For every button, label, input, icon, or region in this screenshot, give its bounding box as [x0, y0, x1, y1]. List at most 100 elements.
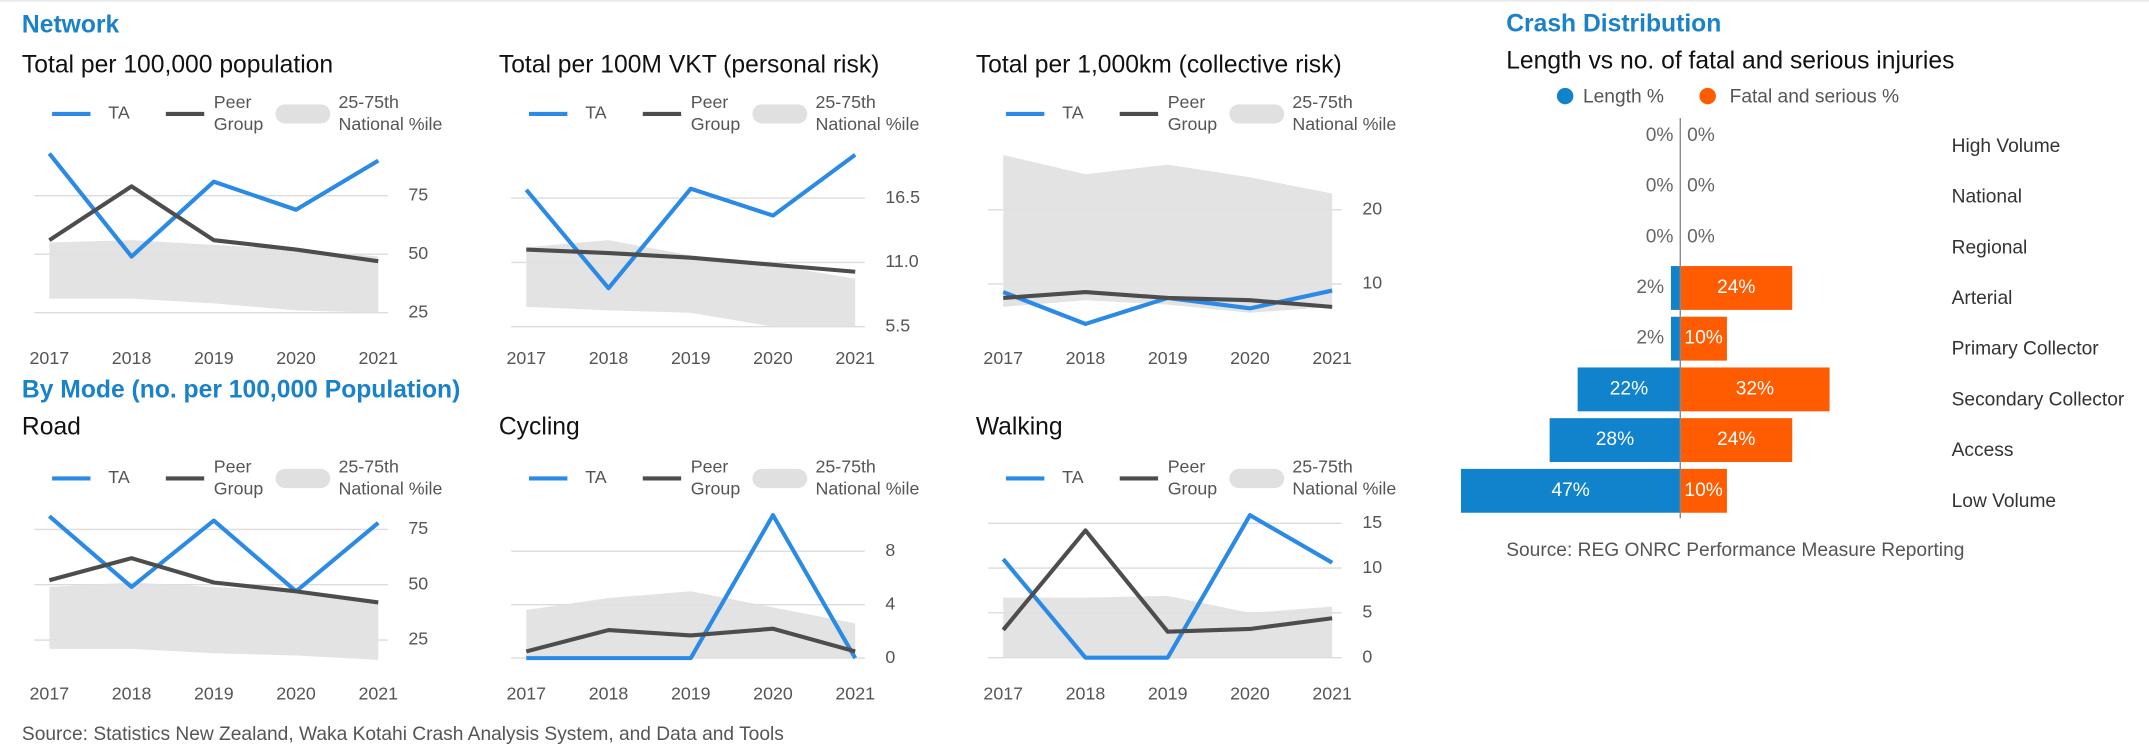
- value-label: 24%: [1717, 277, 1755, 298]
- x-tick-label: 2020: [276, 684, 316, 704]
- series-line: [47, 152, 380, 259]
- x-tick-label: 2021: [1312, 684, 1352, 704]
- y-tick-label: 25: [408, 301, 428, 321]
- chart-title: Cycling: [499, 413, 580, 440]
- legend-label: Peer Group: [1168, 92, 1218, 134]
- value-label: 0%: [1687, 125, 1715, 146]
- category-label: Arterial: [1952, 288, 2013, 309]
- bar: [1670, 266, 1681, 310]
- legend-label: Peer Group: [691, 92, 741, 134]
- x-tick-label: 2021: [835, 684, 875, 704]
- y-tick-label: 25: [408, 629, 428, 649]
- category-label: Access: [1952, 440, 2014, 461]
- x-tick-label: 2021: [1312, 348, 1352, 368]
- legend-swatch: [752, 468, 808, 489]
- x-tick-label: 2021: [358, 684, 398, 704]
- value-label: 2%: [1636, 277, 1664, 298]
- bar: [1549, 418, 1681, 463]
- x-tick-label: 2020: [753, 684, 793, 704]
- chart-title: Total per 100,000 population: [22, 51, 333, 78]
- y-tick-label: 16.5: [885, 187, 920, 207]
- legend-swatch: [275, 104, 331, 124]
- chart-title: Total per 100M VKT (personal risk): [499, 51, 880, 78]
- series-line: [1001, 513, 1334, 660]
- legend-swatch: [1699, 87, 1716, 105]
- value-label: 10%: [1684, 480, 1722, 501]
- section-heading: By Mode (no. per 100,000 Population): [22, 376, 460, 403]
- x-tick-label: 2018: [589, 348, 629, 368]
- category-label: Primary Collector: [1952, 339, 2100, 360]
- value-label: 47%: [1551, 480, 1589, 501]
- value-label: 32%: [1736, 378, 1774, 399]
- bar: [1680, 367, 1830, 412]
- legend-label: TA: [585, 467, 607, 487]
- legend-label: TA: [1062, 467, 1084, 487]
- legend-label: TA: [1062, 103, 1084, 123]
- value-label: 0%: [1687, 176, 1715, 197]
- series-line: [48, 556, 379, 605]
- x-tick-label: 2019: [194, 348, 234, 368]
- series-line: [524, 153, 857, 291]
- y-tick-label: 75: [408, 184, 428, 204]
- legend-label: 25-75th National %ile: [815, 92, 919, 134]
- legend-label: Peer Group: [1168, 456, 1218, 498]
- x-tick-label: 2018: [1066, 348, 1106, 368]
- y-tick-label: 10: [1362, 273, 1382, 293]
- x-tick-label: 2020: [753, 348, 793, 368]
- chart-title: Road: [22, 413, 81, 440]
- value-label: 2%: [1636, 328, 1664, 349]
- legend-label: Peer Group: [214, 456, 264, 498]
- category-label: Secondary Collector: [1952, 389, 2125, 410]
- bar: [1680, 468, 1727, 513]
- y-tick-label: 75: [408, 518, 428, 538]
- legend-label: TA: [585, 103, 607, 123]
- series-line: [526, 247, 856, 274]
- legend-label: 25-75th National %ile: [1292, 456, 1396, 498]
- x-tick-label: 2018: [112, 348, 152, 368]
- legend-label: Peer Group: [691, 456, 741, 498]
- x-tick-label: 2020: [276, 348, 316, 368]
- category-label: Regional: [1952, 237, 2028, 258]
- bar: [1680, 266, 1793, 310]
- chart-heading: Crash Distribution: [1506, 10, 1721, 37]
- series-line: [525, 626, 856, 654]
- chart-subtitle: Length vs no. of fatal and serious injur…: [1506, 47, 1954, 74]
- x-tick-label: 2020: [1230, 348, 1270, 368]
- y-tick-label: 50: [408, 243, 428, 263]
- y-tick-label: 0: [885, 647, 895, 667]
- legend-swatch: [1229, 104, 1285, 124]
- bar: [1670, 316, 1681, 361]
- x-tick-label: 2017: [983, 348, 1023, 368]
- series-line: [1001, 528, 1333, 634]
- x-tick-label: 2017: [30, 684, 70, 704]
- x-tick-label: 2020: [1230, 684, 1270, 704]
- bar: [1680, 316, 1727, 361]
- x-tick-label: 2019: [1148, 348, 1188, 368]
- percentile-band: [526, 240, 856, 327]
- x-tick-label: 2019: [194, 684, 234, 704]
- legend-label: TA: [108, 103, 130, 123]
- legend-label: 25-75th National %ile: [1292, 92, 1396, 134]
- y-tick-label: 11.0: [885, 251, 918, 271]
- legend-label: 25-75th National %ile: [339, 92, 443, 134]
- value-label: 0%: [1646, 226, 1674, 247]
- legend-swatch: [1229, 468, 1285, 489]
- x-tick-label: 2019: [1148, 684, 1188, 704]
- percentile-band: [1003, 154, 1333, 313]
- section-heading: Network: [22, 12, 120, 39]
- series-line: [48, 184, 379, 264]
- value-label: 0%: [1646, 176, 1674, 197]
- y-tick-label: 10: [1362, 557, 1382, 577]
- legend-label: Fatal and serious %: [1730, 87, 1899, 108]
- chart-title: Walking: [976, 413, 1063, 440]
- y-tick-label: 5: [1362, 602, 1372, 622]
- series-line: [526, 513, 857, 661]
- y-tick-label: 20: [1362, 199, 1382, 219]
- legend-swatch: [752, 104, 808, 124]
- value-label: 0%: [1687, 226, 1715, 247]
- percentile-band: [49, 582, 379, 660]
- x-tick-label: 2017: [506, 348, 546, 368]
- value-label: 24%: [1717, 429, 1755, 450]
